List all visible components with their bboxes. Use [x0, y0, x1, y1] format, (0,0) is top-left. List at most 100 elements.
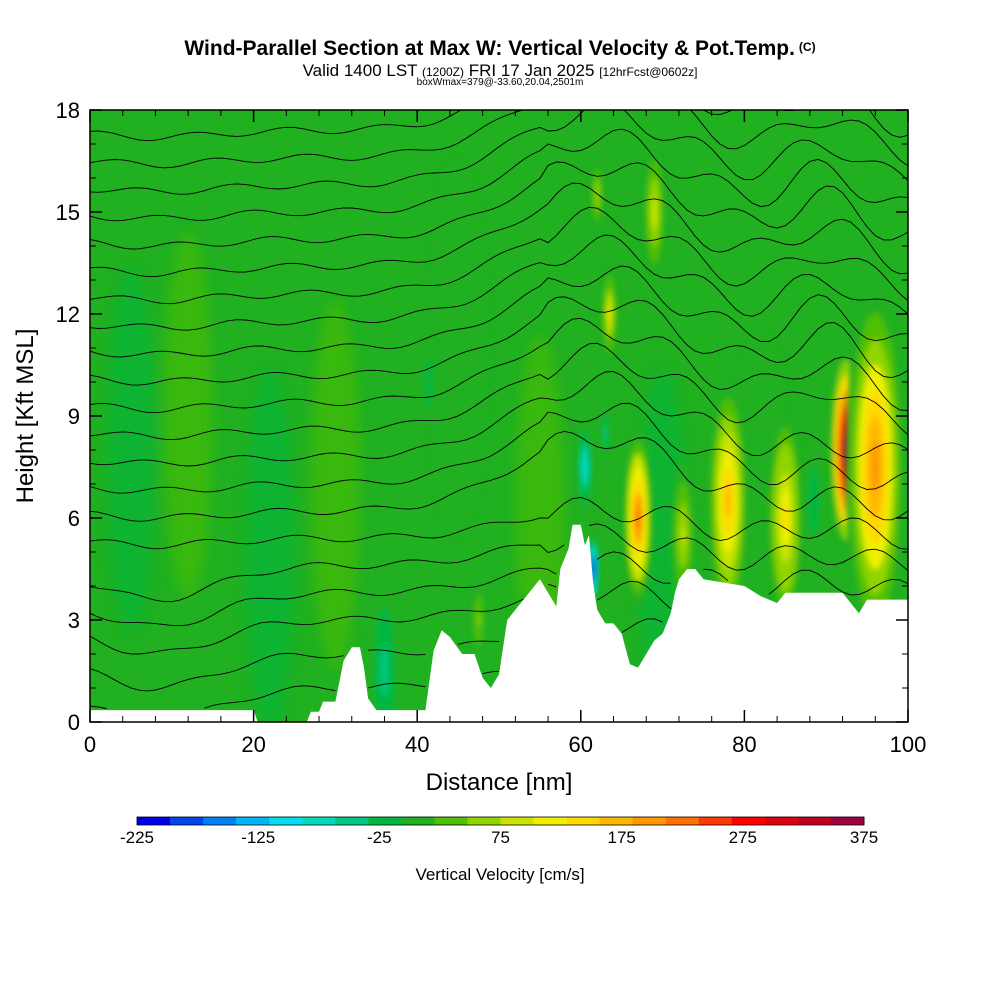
copyright-mark: (C)	[798, 40, 816, 54]
texture-band	[245, 368, 295, 722]
terrain	[90, 524, 908, 722]
colorbar-tick-label: 175	[608, 828, 636, 847]
updraft-core	[708, 381, 748, 621]
y-tick-label: 6	[68, 506, 80, 531]
updraft-core	[471, 575, 486, 665]
axes: 0 20 40 60 80 100 0 3 6 9 12 15 18	[56, 98, 927, 757]
texture-band	[433, 164, 483, 532]
terrain-fill	[90, 524, 908, 722]
colorbar-swatch	[434, 817, 468, 825]
isentrope-line	[90, 128, 908, 222]
chart-title: Wind-Parallel Section at Max W: Vertical…	[184, 37, 816, 60]
colorbar-swatch	[368, 817, 402, 825]
colorbar-swatch	[831, 817, 865, 825]
x-tick-label: 20	[241, 732, 265, 757]
isentrope-line	[90, 342, 908, 441]
updraft-contour	[477, 613, 481, 627]
colorbar-swatch	[302, 817, 336, 825]
isentrope-line	[90, 296, 908, 386]
updraft-core	[623, 428, 653, 608]
y-tick-label: 9	[68, 404, 80, 429]
x-tick-label: 100	[890, 732, 927, 757]
isentrope-line	[90, 580, 672, 655]
downdraft-contour	[427, 375, 431, 389]
colorbar-tick-label: -125	[241, 828, 275, 847]
isentrope-line	[90, 402, 908, 494]
downdraft-core	[600, 403, 611, 463]
colorbar-swatch	[764, 817, 799, 825]
valid-time: Valid 1400 LST (1200Z) FRI 17 Jan 2025 […	[0, 61, 1000, 81]
downdraft-contour	[603, 428, 607, 438]
colorbar-frame	[136, 816, 865, 826]
updraft-contour	[635, 505, 641, 531]
colorbar-swatch	[698, 817, 733, 825]
colorbar-swatch	[203, 817, 237, 825]
downdraft-core	[587, 533, 599, 605]
colorbar-tick-label: -225	[120, 828, 154, 847]
downdraft-contour	[812, 492, 816, 510]
isentrope-line	[90, 161, 908, 250]
valid-utc: (1200Z)	[421, 65, 465, 79]
isentrope-line	[90, 110, 908, 169]
updraft-core	[602, 269, 617, 359]
colorbar-swatch	[599, 817, 634, 825]
updraft-contour	[725, 483, 731, 519]
forecast-info: [12hrFcst@0602z]	[599, 65, 698, 79]
colorbar-tick-label: 375	[850, 828, 878, 847]
texture-band	[163, 232, 213, 600]
isentrope-line	[90, 182, 908, 278]
updraft-core	[768, 413, 803, 623]
colorbar-tick-label: -25	[367, 828, 392, 847]
colorbar-swatch	[335, 817, 369, 825]
downdraft-core	[422, 337, 437, 427]
updraft-core	[644, 152, 665, 272]
valid-date: FRI 17 Jan 2025	[468, 61, 595, 80]
texture-band	[310, 300, 360, 668]
y-tick-label: 3	[68, 608, 80, 633]
valid-prefix: Valid 1400 LST	[302, 61, 418, 80]
colorbar-swatch	[170, 817, 204, 825]
x-tick-label: 60	[569, 732, 593, 757]
downdraft-core	[369, 581, 400, 722]
colorbar-swatch	[731, 817, 766, 825]
x-tick-label: 40	[405, 732, 429, 757]
texture-band	[106, 266, 156, 634]
y-tick-label: 15	[56, 200, 80, 225]
downdraft-contour	[591, 563, 595, 575]
colorbar-swatch	[467, 817, 501, 825]
isentrope-line	[90, 430, 908, 522]
colorbar: -225 -125 -25 75 175 275 375	[120, 816, 878, 847]
colorbar-swatch	[236, 817, 270, 825]
colorbar-swatch	[566, 817, 601, 825]
y-tick-label: 12	[56, 302, 80, 327]
colorbar-swatch	[269, 817, 303, 825]
isentrope-line	[90, 371, 908, 467]
colorbar-label: Vertical Velocity [cm/s]	[415, 865, 584, 884]
colorbar-swatch	[632, 817, 667, 825]
colorbar-swatch	[797, 817, 832, 825]
isentrope-line	[90, 317, 908, 414]
updraft-core	[845, 287, 905, 647]
isentrope-line	[90, 497, 908, 550]
x-axis-label: Distance [nm]	[426, 769, 573, 796]
isentrope-line	[90, 110, 908, 195]
isentrope-line	[90, 110, 908, 142]
isentrope-line	[90, 618, 663, 692]
updraft-contour	[871, 441, 880, 493]
downdraft-core	[577, 422, 593, 512]
isentrope-line	[90, 265, 908, 358]
y-tick-label: 0	[68, 710, 80, 735]
colorbar-swatch	[665, 817, 700, 825]
isentrope-line	[90, 670, 500, 709]
isentrope-line	[90, 234, 908, 331]
downdraft-core	[804, 441, 824, 561]
x-tick-label: 80	[732, 732, 756, 757]
updraft-contour	[607, 307, 611, 321]
updraft-contour	[595, 189, 599, 201]
y-tick-label: 18	[56, 98, 80, 123]
isentrope-line	[90, 551, 908, 627]
colorbar-swatch	[533, 817, 567, 825]
x-tick-label: 0	[84, 732, 96, 757]
downdraft-contour	[382, 658, 387, 684]
